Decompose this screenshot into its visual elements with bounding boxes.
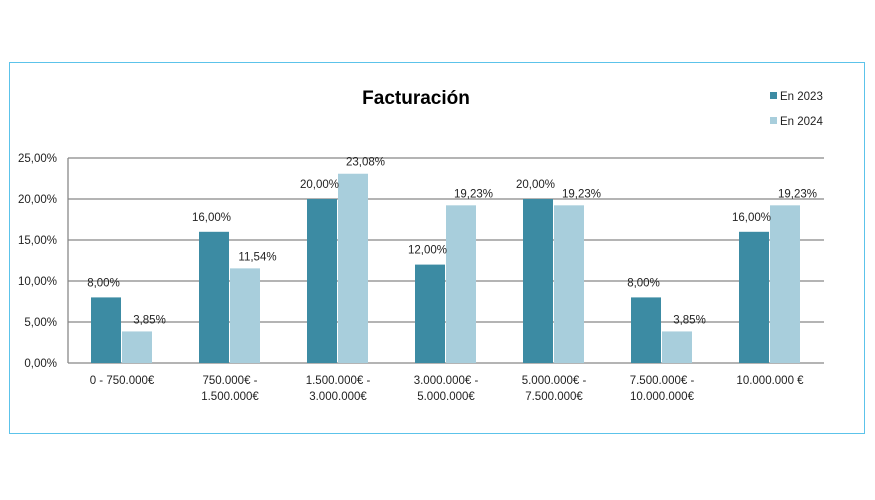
bar-en-2024 — [122, 331, 152, 363]
x-tick-label: 7.500.000€ - — [630, 375, 695, 387]
bar-en-2024 — [662, 331, 692, 363]
bar-en-2024 — [230, 268, 260, 363]
bar-en-2023 — [415, 264, 445, 363]
bar-en-2023 — [199, 231, 229, 363]
data-label: 3,85% — [133, 314, 166, 326]
data-label: 19,23% — [562, 188, 601, 200]
y-tick-label: 25,00% — [18, 153, 57, 165]
y-tick-label: 10,00% — [18, 276, 57, 288]
x-tick-label: 750.000€ - — [203, 375, 258, 387]
x-tick-label: 0 - 750.000€ — [90, 375, 155, 387]
data-label: 3,85% — [673, 314, 706, 326]
x-tick-label: 5.000.000€ - — [522, 375, 587, 387]
bar-en-2024 — [770, 205, 800, 363]
bar-en-2023 — [739, 231, 769, 363]
data-label: 19,23% — [454, 188, 493, 200]
y-tick-label: 15,00% — [18, 235, 57, 247]
x-tick-label: 10.000.000€ — [630, 391, 695, 403]
x-tick-label: 1.500.000€ — [201, 391, 259, 403]
x-tick-label: 1.500.000€ - — [306, 375, 371, 387]
y-tick-label: 5,00% — [24, 317, 57, 329]
bar-en-2023 — [307, 199, 337, 363]
x-tick-label: 7.500.000€ — [525, 391, 583, 403]
data-label: 20,00% — [300, 179, 339, 191]
legend-swatch — [770, 92, 777, 99]
chart-frame — [9, 62, 865, 434]
data-label: 16,00% — [192, 212, 231, 224]
bar-en-2024 — [338, 173, 368, 363]
x-tick-label: 3.000.000€ — [309, 391, 367, 403]
bar-en-2023 — [523, 199, 553, 363]
bar-en-2023 — [91, 297, 121, 363]
bar-en-2024 — [446, 205, 476, 363]
bar-en-2023 — [631, 297, 661, 363]
data-label: 8,00% — [627, 277, 660, 289]
x-tick-label: 5.000.000€ — [417, 391, 475, 403]
data-label: 16,00% — [732, 212, 771, 224]
data-label: 19,23% — [778, 188, 817, 200]
x-tick-label: 3.000.000€ - — [414, 375, 479, 387]
legend-label: En 2023 — [780, 91, 823, 103]
y-tick-label: 20,00% — [18, 194, 57, 206]
data-label: 20,00% — [516, 179, 555, 191]
chart-title: Facturación — [362, 88, 470, 109]
data-label: 8,00% — [87, 277, 120, 289]
data-label: 11,54% — [238, 251, 276, 263]
y-tick-label: 0,00% — [24, 358, 57, 370]
data-label: 12,00% — [408, 245, 447, 257]
data-label: 23,08% — [346, 157, 385, 169]
x-tick-label: 10.000.000 € — [736, 375, 804, 387]
legend-swatch — [770, 117, 777, 124]
legend-label: En 2024 — [780, 116, 823, 128]
bar-en-2024 — [554, 205, 584, 363]
